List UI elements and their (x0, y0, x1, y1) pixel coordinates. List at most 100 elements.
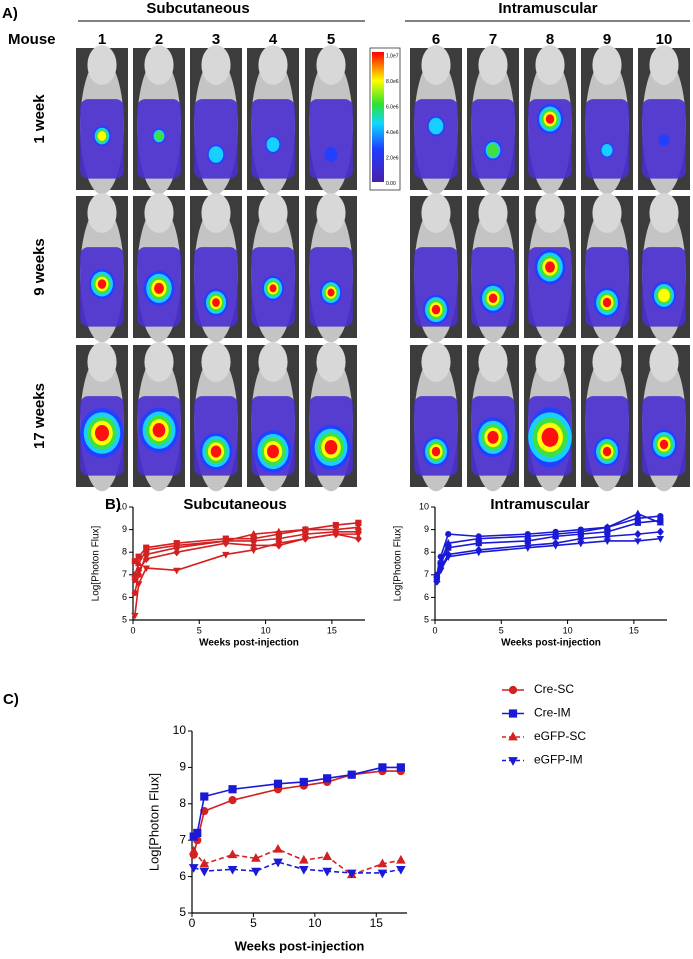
y-tick-label: 9 (179, 760, 186, 774)
marker (577, 540, 585, 548)
marker (656, 536, 665, 543)
legend-label: eGFP-SC (534, 729, 586, 743)
mouse-head (201, 342, 231, 382)
marker (298, 865, 309, 875)
y-tick-label: 7 (179, 832, 186, 846)
mouse-number: 5 (327, 31, 335, 48)
mouse-image (581, 342, 633, 492)
mouse-head (258, 342, 288, 382)
mouse-image (638, 193, 690, 343)
marker (131, 558, 138, 565)
marker (445, 531, 452, 538)
series-line (193, 861, 402, 874)
marker (222, 551, 230, 559)
signal-blob (602, 446, 612, 457)
mouse-head (592, 342, 622, 382)
signal-blob (152, 423, 166, 438)
y-tick-label: 6 (122, 592, 127, 602)
mouse-number: 1 (98, 31, 106, 48)
signal-blob (431, 446, 441, 457)
y-tick-label: 9 (122, 524, 127, 534)
signal-blob (431, 304, 441, 315)
series-line (134, 531, 359, 594)
y-tick-label: 5 (122, 614, 127, 624)
marker (142, 565, 150, 573)
x-tick-label: 10 (261, 625, 271, 635)
marker (332, 529, 340, 539)
y-tick-label: 7 (424, 569, 429, 579)
marker (634, 509, 642, 517)
mouse-head (87, 342, 117, 382)
x-axis-label: Weeks post-injection (501, 638, 601, 649)
signal-blob (488, 293, 498, 304)
mouse-number: 7 (489, 31, 497, 48)
series-line (436, 512, 661, 580)
marker (475, 540, 482, 547)
colorbar-label: 2.0e6 (386, 155, 399, 161)
mouse-number: 9 (603, 31, 611, 48)
mouse-image (247, 193, 299, 343)
signal-blob (327, 288, 335, 297)
marker (188, 845, 199, 855)
marker (228, 785, 237, 794)
marker (378, 763, 387, 772)
mouse-image (190, 45, 242, 195)
mouse-label: Mouse (8, 31, 56, 48)
marker (444, 554, 452, 561)
mouse-image (76, 45, 128, 195)
legend-marker (508, 685, 518, 695)
mouse-image (467, 45, 519, 195)
marker (634, 538, 642, 546)
signal-blob (154, 131, 164, 141)
signal-blob (208, 146, 224, 163)
marker (524, 545, 532, 552)
panel-label: A) (2, 5, 18, 22)
x-tick-label: 15 (327, 625, 337, 635)
y-tick-label: 5 (179, 905, 186, 919)
signal-blob (212, 298, 220, 307)
signal-blob (428, 117, 444, 135)
mouse-image (581, 45, 633, 195)
mouse-image (133, 193, 185, 343)
mouse-head (144, 45, 174, 85)
panel-label: B) (105, 496, 121, 513)
y-axis-label: Log[Photon Flux] (91, 525, 102, 601)
mouse-image (581, 193, 633, 343)
marker (551, 542, 560, 550)
marker (134, 559, 143, 567)
legend-marker (508, 731, 518, 741)
mouse-image (467, 342, 519, 492)
marker (275, 527, 283, 535)
y-tick-label: 8 (424, 547, 429, 557)
chart-title: Subcutaneous (183, 496, 286, 513)
marker (134, 581, 143, 588)
marker (273, 858, 283, 868)
marker (396, 763, 405, 772)
x-axis-label: Weeks post-injection (199, 638, 299, 649)
marker (275, 535, 282, 542)
marker (173, 548, 181, 557)
signal-overlay (585, 99, 629, 179)
series-line (193, 848, 402, 876)
mouse-head (649, 193, 679, 233)
row-label: 9 weeks (31, 238, 48, 296)
group-title: Subcutaneous (146, 0, 249, 17)
row-label: 17 weeks (31, 383, 48, 449)
marker (173, 567, 181, 575)
signal-blob (267, 444, 279, 459)
y-axis-label: Log[Photon Flux] (146, 773, 161, 871)
series-line (193, 766, 401, 838)
marker (396, 865, 406, 875)
x-tick-label: 5 (250, 916, 257, 930)
series-line (134, 533, 359, 580)
panel-label: C) (3, 691, 19, 708)
marker (436, 567, 445, 575)
marker (657, 517, 664, 524)
series-line (436, 537, 661, 580)
marker (347, 770, 356, 779)
marker (273, 779, 283, 788)
chart-title: Intramuscular (490, 496, 589, 513)
mouse-image (247, 342, 299, 492)
mouse-image (410, 193, 462, 343)
